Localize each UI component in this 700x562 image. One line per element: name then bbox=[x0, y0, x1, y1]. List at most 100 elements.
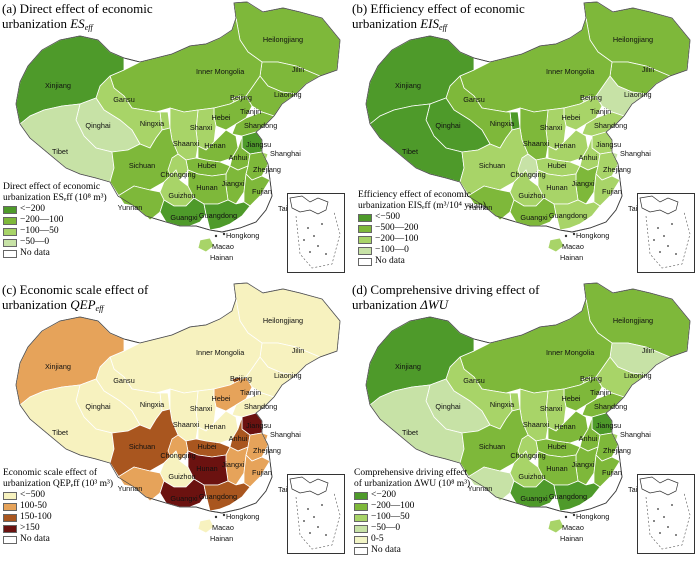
province-label: Henan bbox=[554, 141, 576, 150]
panel-title-text: urbanization bbox=[2, 297, 71, 312]
province-label: Xinjiang bbox=[45, 81, 71, 90]
province-label: Shaanxi bbox=[173, 139, 200, 148]
province-label: Chongqing bbox=[510, 451, 545, 460]
province-label: Guizhou bbox=[518, 191, 545, 200]
map-panel-c: Heilongjiang Jilin Liaoning Inner Mongolia B… bbox=[0, 281, 350, 562]
panel-title-text: urbanization bbox=[2, 16, 71, 31]
panel-title-text: urbanization bbox=[352, 297, 421, 312]
province-label: Yunnan bbox=[468, 203, 493, 212]
province-label: Heilongjiang bbox=[613, 316, 653, 325]
south-china-sea-inset bbox=[287, 474, 345, 554]
province-label: Hubei bbox=[197, 442, 216, 451]
inset-boundary bbox=[295, 492, 341, 550]
legend-swatch bbox=[3, 216, 17, 225]
province-label: Jilin bbox=[642, 65, 655, 74]
legend-item: −100—50 bbox=[3, 226, 107, 237]
legend-label: −100—50 bbox=[20, 226, 59, 236]
province-label: Chongqing bbox=[510, 170, 545, 179]
province-guangdong bbox=[203, 480, 251, 512]
province-guangxi bbox=[509, 197, 557, 227]
legend-label: −200—100 bbox=[20, 215, 64, 225]
border-line bbox=[15, 1, 341, 233]
province-fujian bbox=[243, 173, 271, 207]
legend-item: No data bbox=[358, 256, 486, 267]
panel-title-line1: (a) Direct effect of economic bbox=[2, 1, 153, 16]
panel-title-line2: urbanization ESeff bbox=[2, 16, 153, 35]
symbol-text: EIS bbox=[420, 16, 440, 31]
island-dot bbox=[317, 245, 319, 247]
province-label: Hubei bbox=[547, 442, 566, 451]
province-label: Hebei bbox=[211, 113, 230, 122]
legend-label: −200—100 bbox=[375, 234, 419, 244]
inset-coast bbox=[289, 476, 329, 496]
legend-swatch bbox=[3, 205, 17, 214]
province-label: Shanghai bbox=[620, 149, 651, 158]
province-label: Hunan bbox=[196, 183, 218, 192]
province-label: Guangxi bbox=[170, 213, 198, 222]
legend-item: 150-100 bbox=[3, 512, 113, 523]
china-map: Heilongjiang Jilin Liaoning Inner Mongolia B… bbox=[15, 282, 341, 543]
province-label: Fujian bbox=[252, 468, 272, 477]
island-dot bbox=[309, 532, 311, 534]
province-label: Jilin bbox=[292, 346, 305, 355]
province-label: Hunan bbox=[546, 183, 568, 192]
province-label: Tianjin bbox=[590, 388, 611, 397]
island-dot bbox=[659, 251, 661, 253]
legend-label: No data bbox=[20, 248, 50, 258]
legend-label: <−200 bbox=[371, 490, 396, 500]
legend-item: <−500 bbox=[3, 490, 113, 501]
province-label: Zhejiang bbox=[253, 446, 281, 455]
legend-item: <−500 bbox=[358, 212, 486, 223]
legend-title-unit: of urbanization ΔWU (10⁸ m³) bbox=[354, 479, 471, 489]
hongkong-marker bbox=[572, 513, 576, 517]
province-label: Heilongjiang bbox=[613, 35, 653, 44]
macao-marker bbox=[214, 234, 218, 238]
legend-label: −500—200 bbox=[375, 223, 419, 233]
symbol-text: ΔWU bbox=[420, 297, 449, 312]
province-label: Shanxi bbox=[540, 123, 563, 132]
province-label: Guangdong bbox=[549, 211, 587, 220]
province-hainan bbox=[197, 518, 215, 534]
legend-swatch bbox=[3, 491, 17, 500]
legend-swatch bbox=[3, 502, 17, 511]
legend-label: No data bbox=[375, 256, 405, 266]
island-dot bbox=[317, 526, 319, 528]
island-dot bbox=[325, 253, 327, 255]
border-line bbox=[15, 282, 341, 514]
province-label: Guangdong bbox=[199, 492, 237, 501]
legend-label: <−500 bbox=[20, 490, 45, 500]
province-label: Hunan bbox=[196, 464, 218, 473]
legend-item: −50—0 bbox=[354, 523, 470, 534]
province-label: Inner Mongolia bbox=[196, 67, 245, 76]
province-label: Jiangxi bbox=[222, 460, 245, 469]
panel-title-symbol: ΔWU bbox=[420, 297, 448, 312]
map-panel-a: Heilongjiang Jilin Liaoning Inner Mongolia B… bbox=[0, 0, 350, 281]
legend-label: −50—0 bbox=[20, 237, 50, 247]
border-line bbox=[365, 1, 691, 233]
legend-title: Direct effect of economic bbox=[3, 182, 101, 192]
macao-marker bbox=[564, 234, 568, 238]
legend-item: 0-5 bbox=[354, 534, 470, 545]
china-map: Heilongjiang Jilin Liaoning Inner Mongolia B… bbox=[365, 282, 691, 543]
province-label: Shaanxi bbox=[523, 139, 550, 148]
province-label: Liaoning bbox=[274, 371, 302, 380]
province-hainan bbox=[547, 518, 565, 534]
legend: Economic scale effect of urbanization QEP… bbox=[3, 468, 113, 545]
province-label: Henan bbox=[204, 141, 226, 150]
province-label: Qinghai bbox=[85, 121, 111, 130]
province-label: Shanghai bbox=[620, 430, 651, 439]
panel-title-text: urbanization bbox=[352, 16, 421, 31]
province-label: Sichuan bbox=[129, 161, 155, 170]
symbol-text: ES bbox=[70, 16, 85, 31]
panel-title-line1: (b) Efficiency effect of economic bbox=[352, 1, 525, 16]
province-label: Zhejiang bbox=[603, 446, 631, 455]
province-label: Yunnan bbox=[118, 203, 143, 212]
province-label: Tianjin bbox=[240, 107, 261, 116]
province-label: Qinghai bbox=[435, 121, 461, 130]
province-label: Jiangsu bbox=[596, 140, 621, 149]
province-label: Hebei bbox=[561, 394, 580, 403]
china-map: Heilongjiang Jilin Liaoning Inner Mongolia B… bbox=[15, 1, 341, 262]
island-dot bbox=[313, 516, 315, 518]
legend-item: −500—200 bbox=[358, 223, 486, 234]
province-label: Hongkong bbox=[576, 512, 609, 521]
